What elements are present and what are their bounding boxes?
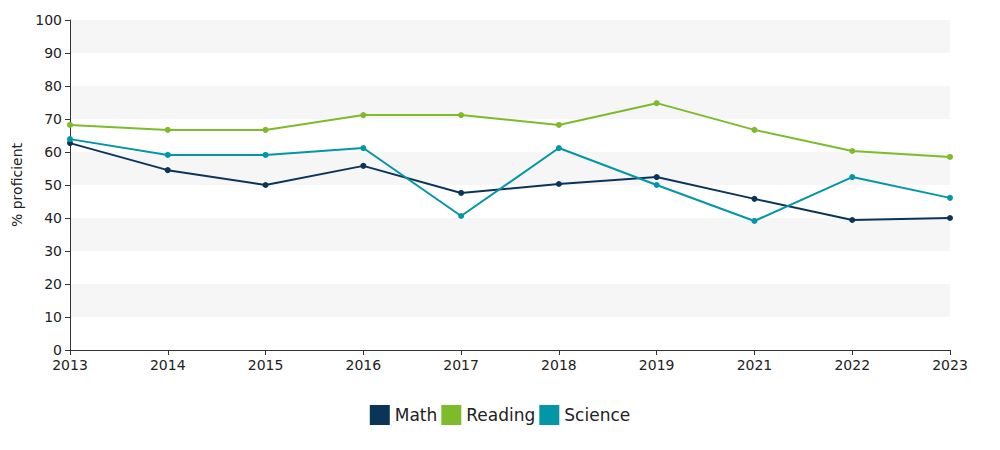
svg-text:10: 10 <box>44 309 62 325</box>
svg-text:2023: 2023 <box>932 357 968 373</box>
svg-text:2016: 2016 <box>346 357 382 373</box>
svg-text:2021: 2021 <box>737 357 773 373</box>
svg-text:80: 80 <box>44 78 62 94</box>
svg-text:50: 50 <box>44 177 62 193</box>
svg-text:60: 60 <box>44 144 62 160</box>
svg-text:2019: 2019 <box>639 357 675 373</box>
svg-text:2017: 2017 <box>443 357 479 373</box>
svg-text:2013: 2013 <box>52 357 88 373</box>
svg-text:30: 30 <box>44 243 62 259</box>
svg-text:2018: 2018 <box>541 357 577 373</box>
svg-text:2014: 2014 <box>150 357 186 373</box>
svg-text:Reading: Reading <box>466 405 535 425</box>
svg-text:2015: 2015 <box>248 357 284 373</box>
svg-text:70: 70 <box>44 111 62 127</box>
svg-text:100: 100 <box>35 12 62 28</box>
svg-text:20: 20 <box>44 276 62 292</box>
svg-text:90: 90 <box>44 45 62 61</box>
svg-text:2022: 2022 <box>834 357 870 373</box>
svg-text:40: 40 <box>44 210 62 226</box>
svg-text:0: 0 <box>53 342 62 358</box>
svg-text:% proficient: % proficient <box>9 142 25 227</box>
svg-text:Science: Science <box>564 405 630 425</box>
svg-text:Math: Math <box>395 405 438 425</box>
